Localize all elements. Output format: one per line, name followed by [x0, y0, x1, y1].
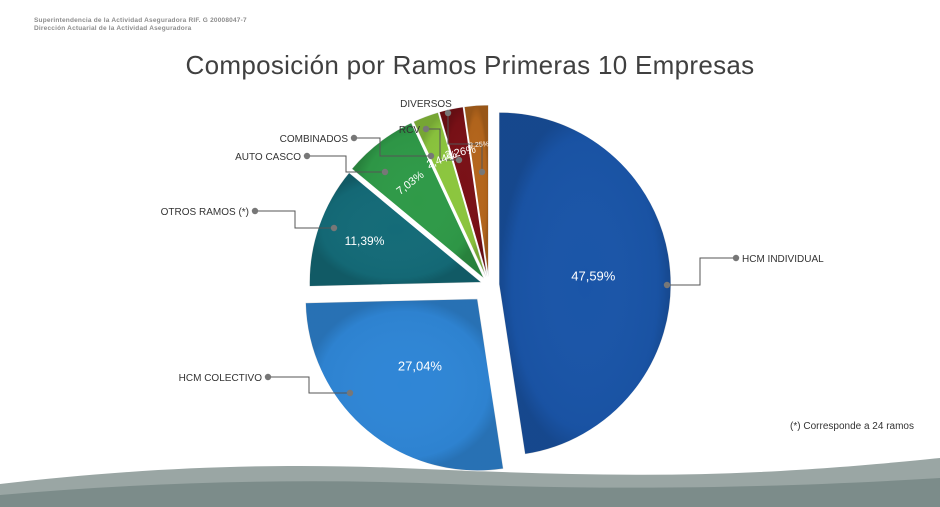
- category-label: DIVERSOS: [400, 99, 452, 110]
- callout-dot: [427, 152, 435, 160]
- callout-dot: [444, 109, 452, 117]
- category-label: AUTO CASCO: [235, 152, 301, 163]
- slice-value-label: 11,39%: [345, 234, 385, 248]
- pie-slice-shading: [351, 122, 485, 279]
- pie-slice-shading: [439, 106, 488, 278]
- callout-dot: [422, 125, 430, 133]
- callout-dot: [455, 156, 463, 164]
- category-label: HCM INDIVIDUAL: [742, 254, 824, 265]
- callout-dot: [330, 224, 338, 232]
- pie-slice-shading: [309, 172, 482, 287]
- footnote: (*) Corresponde a 24 ramos: [790, 421, 914, 432]
- callout-line: [255, 210, 334, 229]
- callout-dot: [346, 389, 354, 397]
- callout-dot: [732, 254, 740, 262]
- category-label: HCM COLECTIVO: [179, 373, 263, 384]
- callout-line: [307, 155, 385, 173]
- pie-slice-shading: [498, 112, 671, 455]
- pie-slices: [305, 104, 672, 472]
- callout-dot: [303, 152, 311, 160]
- header-organization: Superintendencia de la Actividad Asegura…: [34, 17, 247, 24]
- callout-dot: [478, 168, 486, 176]
- callouts: HCM INDIVIDUAL HCM COLECTIVO OTROS RAMOS (…: [161, 99, 824, 397]
- header-department: Dirección Actuarial de la Actividad Aseg…: [34, 25, 192, 32]
- slice-value-label: 2,25%: [469, 141, 489, 149]
- slice-value-label: 27,04%: [398, 359, 443, 374]
- callout-dot: [663, 281, 671, 289]
- category-label: COMBINADOS: [280, 134, 349, 145]
- category-label: OTROS RAMOS (*): [161, 207, 249, 218]
- callout-dot: [381, 168, 389, 176]
- chart-title: Composición por Ramos Primeras 10 Empres…: [185, 50, 755, 80]
- slice-value-label: 47,59%: [571, 269, 616, 284]
- callout-line: [354, 137, 431, 157]
- category-label: RCV: [399, 125, 420, 136]
- callout-line: [268, 376, 350, 394]
- callout-line: [667, 257, 736, 286]
- callout-dot: [350, 134, 358, 142]
- pie-slice-shading: [305, 298, 504, 471]
- callout-line: [447, 113, 483, 172]
- callout-line: [426, 128, 459, 161]
- callout-dot: [251, 207, 259, 215]
- callout-dot: [264, 373, 272, 381]
